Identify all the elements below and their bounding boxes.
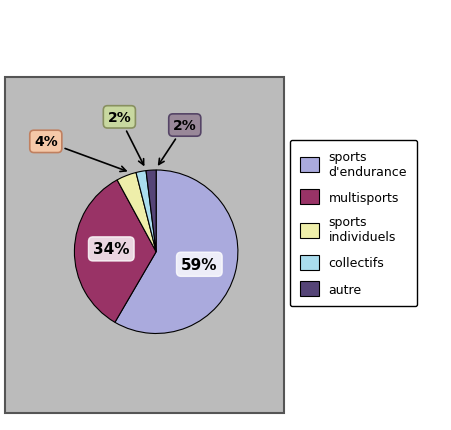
Text: 34%: 34% <box>93 242 129 257</box>
Text: 2%: 2% <box>107 111 143 166</box>
Text: 4%: 4% <box>34 135 126 172</box>
Text: 59%: 59% <box>181 257 217 272</box>
Wedge shape <box>117 173 156 252</box>
Text: 2%: 2% <box>159 119 197 165</box>
Legend: sports
d'endurance, multisports, sports
individuels, collectifs, autre: sports d'endurance, multisports, sports … <box>290 141 417 307</box>
Wedge shape <box>146 171 156 252</box>
Wedge shape <box>74 181 156 322</box>
Wedge shape <box>115 171 238 334</box>
Wedge shape <box>136 171 156 252</box>
